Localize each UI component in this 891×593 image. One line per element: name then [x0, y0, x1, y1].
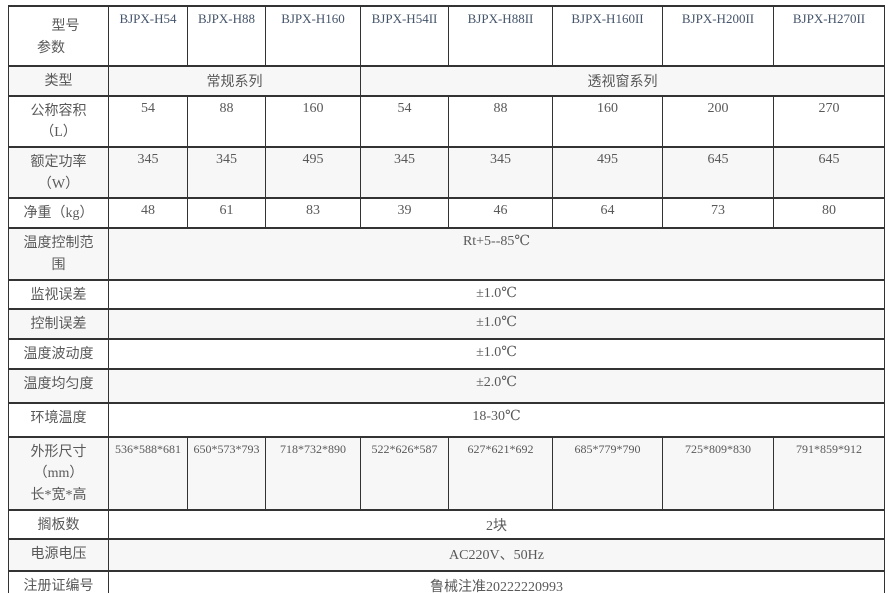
model-header: BJPX-H54II [360, 5, 449, 67]
dimensions-value: 725*809*830 [662, 435, 774, 511]
power-value: 345 [187, 146, 266, 200]
power-value: 345 [108, 146, 188, 200]
row-dimensions-label: 外形尺寸 （mm） 长*宽*高 [8, 435, 109, 511]
volume-value: 88 [187, 94, 266, 149]
row-shelves-label: 搁板数 [8, 508, 109, 541]
weight-value: 83 [265, 197, 361, 230]
weight-value: 46 [448, 197, 553, 230]
temp-range-value: Rt+5--85℃ [108, 227, 885, 281]
weight-value: 64 [552, 197, 663, 230]
row-control-error: 控制误差 ±1.0℃ [8, 308, 885, 340]
row-control-error-label: 控制误差 [8, 308, 109, 340]
row-power-label: 额定功率 （W） [8, 146, 109, 200]
corner-cell-inner: 型号 参数 [11, 11, 106, 63]
header-row: 型号 参数 BJPX-H54 BJPX-H88 BJPX-H160 BJPX-H… [8, 5, 885, 67]
window-series-cell: 透视窗系列 [360, 65, 885, 97]
row-volume-label: 公称容积 （L） [8, 94, 109, 149]
model-header: BJPX-H88 [187, 5, 266, 67]
row-power: 额定功率 （W） 345 345 495 345 345 495 645 645 [8, 146, 885, 200]
volume-value: 200 [662, 94, 774, 149]
ambient-value: 18-30℃ [108, 401, 885, 438]
power-value: 645 [662, 146, 774, 200]
dimensions-value: 791*859*912 [773, 435, 885, 511]
row-temp-range: 温度控制范 围 Rt+5--85℃ [8, 227, 885, 281]
dimensions-value: 685*779*790 [552, 435, 663, 511]
power-value: 345 [448, 146, 553, 200]
model-header: BJPX-H160II [552, 5, 663, 67]
registration-value: 鲁械注准20222220993 [108, 570, 885, 593]
model-header: BJPX-H88II [448, 5, 553, 67]
row-registration: 注册证编号 鲁械注准20222220993 [8, 570, 885, 593]
row-uniformity-label: 温度均匀度 [8, 367, 109, 404]
model-header: BJPX-H160 [265, 5, 361, 67]
volume-value: 54 [108, 94, 188, 149]
volume-value: 270 [773, 94, 885, 149]
corner-cell: 型号 参数 [8, 5, 109, 67]
dimensions-value: 536*588*681 [108, 435, 188, 511]
row-volume: 公称容积 （L） 54 88 160 54 88 160 200 270 [8, 94, 885, 149]
monitor-error-value: ±1.0℃ [108, 278, 885, 311]
power-value: 495 [265, 146, 361, 200]
row-shelves: 搁板数 2块 [8, 508, 885, 541]
weight-value: 80 [773, 197, 885, 230]
row-ambient-label: 环境温度 [8, 401, 109, 438]
row-fluctuation: 温度波动度 ±1.0℃ [8, 337, 885, 370]
dimensions-value: 650*573*793 [187, 435, 266, 511]
row-monitor-error-label: 监视误差 [8, 278, 109, 311]
corner-bottom-label: 参数 [37, 41, 65, 56]
row-voltage-label: 电源电压 [8, 538, 109, 573]
spec-table: 型号 参数 BJPX-H54 BJPX-H88 BJPX-H160 BJPX-H… [8, 5, 885, 593]
volume-value: 88 [448, 94, 553, 149]
corner-top-label: 型号 [51, 19, 80, 34]
weight-value: 73 [662, 197, 774, 230]
volume-value: 160 [265, 94, 361, 149]
power-value: 345 [360, 146, 449, 200]
control-error-value: ±1.0℃ [108, 308, 885, 340]
dimensions-value: 718*732*890 [265, 435, 361, 511]
volume-value: 54 [360, 94, 449, 149]
row-registration-label: 注册证编号 [8, 570, 109, 593]
row-dimensions: 外形尺寸 （mm） 长*宽*高 536*588*681 650*573*793 … [8, 435, 885, 511]
row-weight-label: 净重（kg） [8, 197, 109, 230]
weight-value: 39 [360, 197, 449, 230]
voltage-value: AC220V、50Hz [108, 538, 885, 573]
power-value: 645 [773, 146, 885, 200]
uniformity-value: ±2.0℃ [108, 367, 885, 404]
weight-value: 48 [108, 197, 188, 230]
shelves-value: 2块 [108, 508, 885, 541]
row-temp-range-label: 温度控制范 围 [8, 227, 109, 281]
row-type-label: 类型 [8, 65, 109, 97]
row-ambient: 环境温度 18-30℃ [8, 401, 885, 438]
model-header: BJPX-H54 [108, 5, 188, 67]
volume-value: 160 [552, 94, 663, 149]
row-uniformity: 温度均匀度 ±2.0℃ [8, 367, 885, 404]
row-voltage: 电源电压 AC220V、50Hz [8, 538, 885, 573]
power-value: 495 [552, 146, 663, 200]
row-weight: 净重（kg） 48 61 83 39 46 64 73 80 [8, 197, 885, 230]
weight-value: 61 [187, 197, 266, 230]
dimensions-value: 627*621*692 [448, 435, 553, 511]
row-monitor-error: 监视误差 ±1.0℃ [8, 278, 885, 311]
row-fluctuation-label: 温度波动度 [8, 337, 109, 370]
fluctuation-value: ±1.0℃ [108, 337, 885, 370]
row-type: 类型 常规系列 透视窗系列 [8, 65, 885, 97]
model-header: BJPX-H270II [773, 5, 885, 67]
dimensions-value: 522*626*587 [360, 435, 449, 511]
regular-series-cell: 常规系列 [108, 65, 361, 97]
model-header: BJPX-H200II [662, 5, 774, 67]
